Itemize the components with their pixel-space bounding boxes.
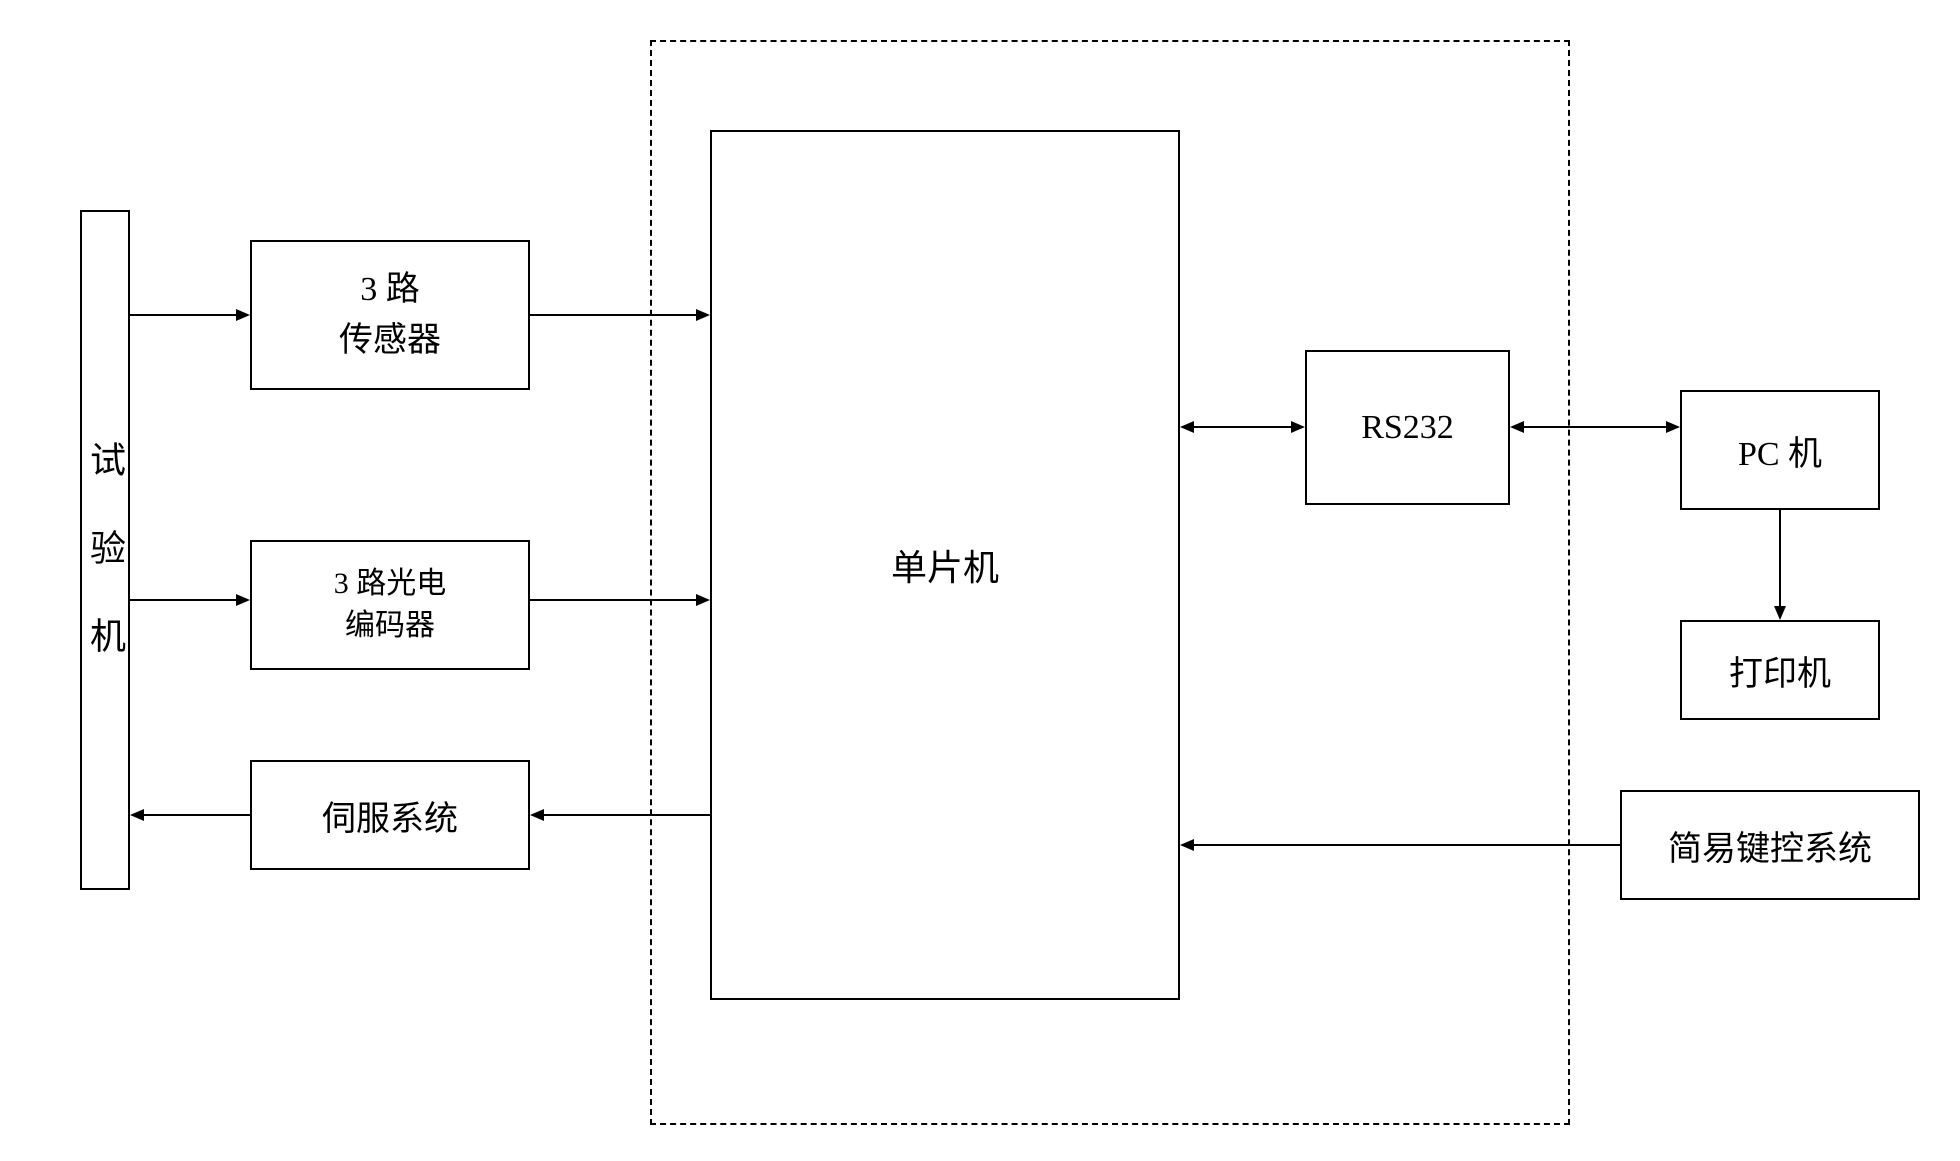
node-sensor-label: 3 路 传感器 [339,264,441,366]
node-keypad: 简易键控系统 [1620,790,1920,900]
node-pc: PC 机 [1680,390,1880,510]
node-servo: 伺服系统 [250,760,530,870]
node-mcu-label: 单片机 [891,539,999,591]
node-printer: 打印机 [1680,620,1880,720]
node-tester-label: 试 验 机 [79,441,131,659]
node-rs232-label: RS232 [1361,409,1454,447]
node-keypad-label: 简易键控系统 [1668,821,1872,870]
node-mcu: 单片机 [710,130,1180,1000]
node-printer-label: 打印机 [1729,646,1831,695]
node-sensor: 3 路 传感器 [250,240,530,390]
node-rs232: RS232 [1305,350,1510,505]
node-tester: 试 验 机 [80,210,130,890]
node-pc-label: PC 机 [1738,426,1822,475]
node-servo-label: 伺服系统 [322,791,458,840]
node-encoder: 3 路光电 编码器 [250,540,530,670]
node-encoder-label: 3 路光电 编码器 [334,563,447,647]
